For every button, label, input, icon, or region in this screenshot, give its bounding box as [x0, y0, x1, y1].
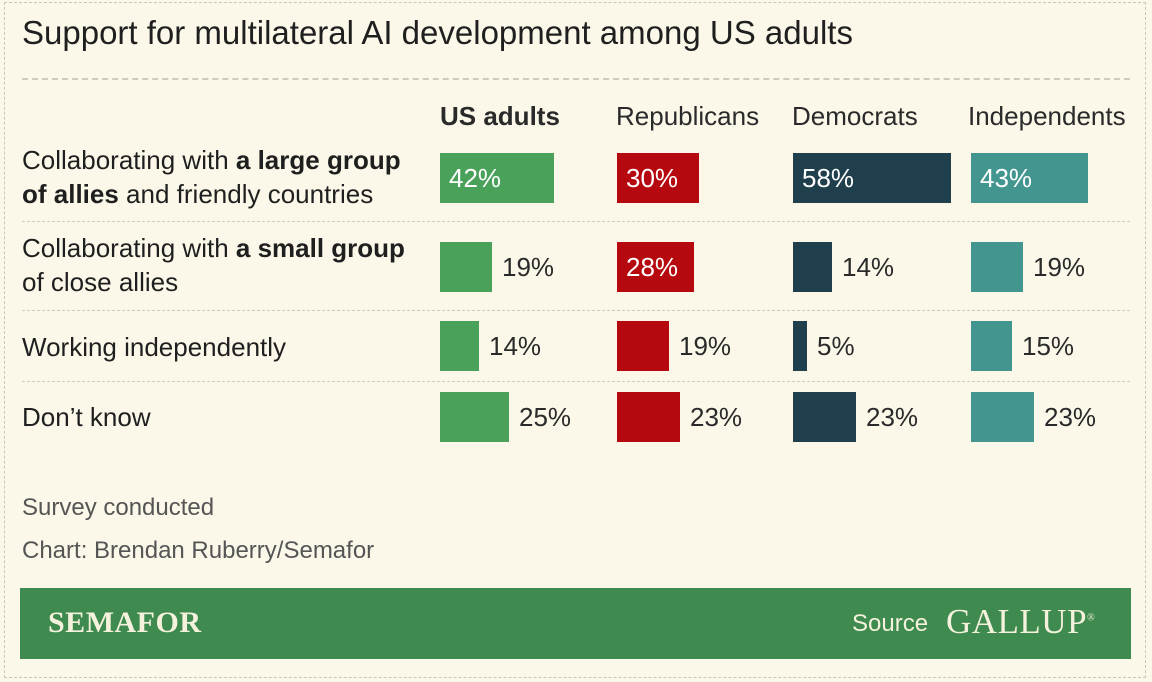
row-label: Working independently: [22, 330, 422, 364]
row-label-text: Don’t know: [22, 402, 151, 432]
data-label: 14%: [489, 331, 542, 361]
data-label: 23%: [866, 402, 919, 432]
row-label: Collaborating with a small group of clos…: [22, 231, 427, 299]
bar-independents: [971, 392, 1034, 442]
gallup-logo-text: GALLUP: [946, 602, 1088, 641]
title-divider: [22, 78, 1130, 80]
semafor-logo[interactable]: SEMAFOR: [48, 606, 202, 639]
bar-democrats: [793, 153, 951, 203]
data-label: 19%: [1033, 252, 1086, 282]
data-label: 42%: [449, 163, 502, 193]
row-divider: [22, 310, 1130, 311]
footer-banner: SEMAFOR Source GALLUP®: [20, 588, 1131, 659]
column-header-republicans: Republicans: [616, 101, 760, 131]
data-label: 19%: [502, 252, 555, 282]
bar-independents: [971, 321, 1012, 371]
bar-democrats: [793, 242, 832, 292]
data-label: 14%: [842, 252, 895, 282]
survey-note: Survey conducted: [22, 494, 215, 521]
data-label: 58%: [802, 163, 855, 193]
bar-us-adults: [440, 392, 509, 442]
data-label: 5%: [817, 331, 855, 361]
bar-us-adults: [440, 153, 554, 203]
data-label: 25%: [519, 402, 572, 432]
row-label-text: Collaborating with: [22, 145, 236, 175]
data-label: 23%: [1044, 402, 1097, 432]
bar-independents: [971, 242, 1023, 292]
bar-independents: [971, 153, 1088, 203]
row-label-bold: a small group: [235, 233, 405, 263]
row-label-text: and friendly countries: [118, 179, 374, 209]
row-divider: [22, 381, 1130, 382]
row-label: Collaborating with a large group of alli…: [22, 143, 427, 211]
data-label: 30%: [626, 163, 679, 193]
column-header-independents: Independents: [968, 101, 1126, 131]
bar-republicans: [617, 392, 680, 442]
data-label: 43%: [980, 163, 1033, 193]
chart-credit: Chart: Brendan Ruberry/Semafor: [22, 537, 375, 564]
row-label: Don’t know: [22, 400, 422, 434]
bar-us-adults: [440, 321, 479, 371]
bar-democrats: [793, 392, 856, 442]
data-label: 28%: [626, 252, 679, 282]
gallup-logo[interactable]: GALLUP®: [946, 602, 1095, 642]
source-label: Source: [852, 610, 929, 637]
data-label: 23%: [690, 402, 743, 432]
chart-frame: [4, 2, 1146, 678]
bar-republicans: [617, 242, 694, 292]
column-header-us-adults: US adults: [440, 101, 560, 131]
bar-republicans: [617, 153, 699, 203]
row-divider: [22, 221, 1130, 222]
bar-democrats: [793, 321, 807, 371]
row-label-text: Collaborating with: [22, 233, 236, 263]
registered-mark-icon: ®: [1087, 612, 1096, 624]
row-label-bold: a large group of allies: [22, 145, 401, 209]
row-label-text: of close allies: [22, 267, 179, 297]
data-label: 15%: [1022, 331, 1075, 361]
column-header-democrats: Democrats: [792, 101, 918, 131]
chart-title: Support for multilateral AI development …: [22, 14, 853, 51]
data-label: 19%: [679, 331, 732, 361]
bar-us-adults: [440, 242, 492, 292]
bar-republicans: [617, 321, 669, 371]
row-label-text: Working independently: [22, 332, 287, 362]
